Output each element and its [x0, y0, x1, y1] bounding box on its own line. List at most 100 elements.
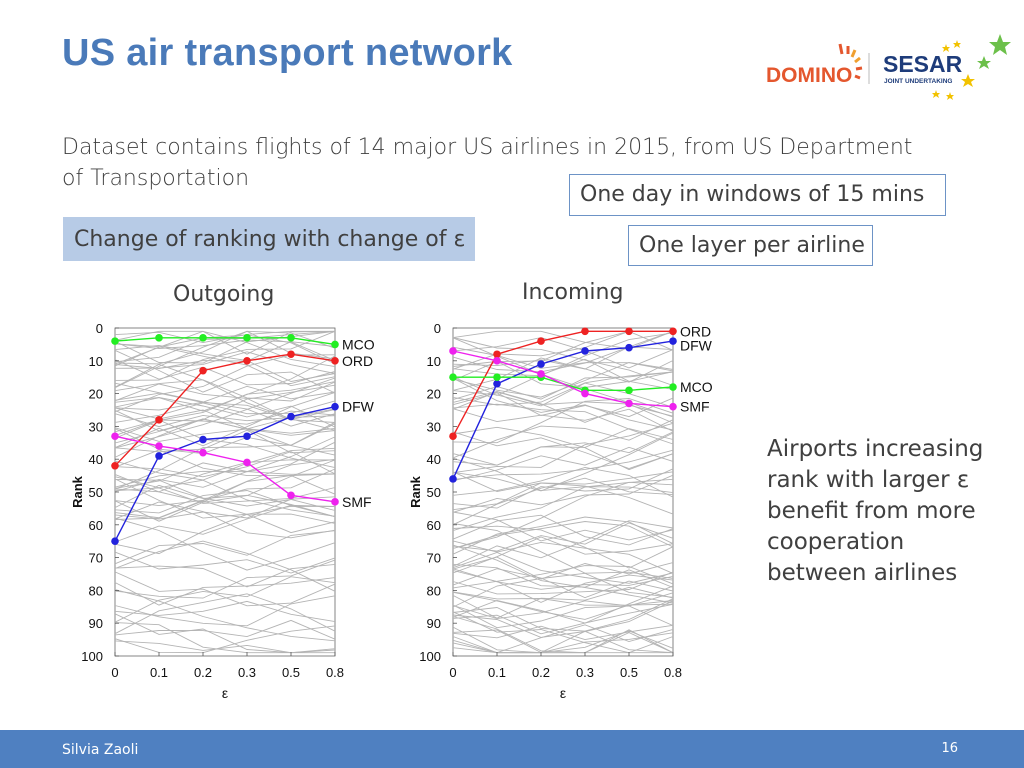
out-point-ord-2 — [199, 366, 207, 375]
in-ytick-label-7: 70 — [427, 551, 441, 566]
note-line-4: cooperation — [767, 529, 905, 555]
out-point-ord-1 — [155, 416, 163, 424]
in-point-smf-3 — [581, 389, 589, 398]
out-ytick-label-4: 40 — [89, 452, 103, 467]
in-point-smf-0 — [449, 347, 457, 355]
out-background-lines — [114, 330, 336, 654]
in-point-ord-2 — [537, 337, 545, 345]
in-point-dfw-1 — [493, 379, 501, 388]
in-point-dfw-5 — [669, 337, 677, 345]
sesar-logo-subtext: JOINT UNDERTAKING — [884, 78, 953, 85]
in-xtick-label-3: 0.3 — [576, 665, 594, 680]
incoming-rank-chart: 0 10 20 30 40 50 60 70 80 90 100 0 0.1 0.2 0.3 0.5 0.8 ε R… — [398, 312, 728, 710]
in-ytick-label-2: 20 — [427, 387, 441, 402]
in-point-ord-1 — [493, 350, 501, 359]
in-series-label-mco: MCO — [680, 379, 713, 395]
in-point-ord-3 — [581, 327, 589, 336]
in-xtick-label-5: 0.8 — [664, 665, 682, 680]
in-point-smf-2 — [537, 370, 545, 378]
in-ytick-label-1: 10 — [427, 354, 441, 369]
out-point-dfw-5 — [331, 402, 339, 411]
outgoing-rank-chart: 0 10 20 30 40 50 60 70 80 90 100 0 0.1 0.2 0.3 0.5 0.8 ε R… — [60, 312, 390, 710]
out-xtick-label-5: 0.8 — [326, 665, 344, 680]
footer-bar: Silvia Zaoli 16 — [0, 730, 1024, 768]
out-ytick-label-10: 100 — [81, 649, 103, 664]
intro-text: Dataset contains flights of 14 major US … — [62, 135, 913, 191]
airline-layer-box: One layer per airline — [628, 225, 873, 266]
in-point-ord-5 — [669, 327, 677, 336]
out-xaxis-label: ε — [222, 685, 228, 701]
in-xtick-label-0: 0 — [449, 665, 456, 680]
in-series-line-smf — [452, 350, 674, 408]
in-point-ord-4 — [625, 327, 633, 336]
out-point-smf-1 — [155, 442, 163, 450]
out-point-ord-5 — [331, 357, 339, 365]
out-ytick-label-0: 0 — [96, 321, 103, 336]
in-ytick-label-6: 60 — [427, 518, 441, 533]
in-series-line-dfw — [452, 340, 674, 480]
in-xaxis-label: ε — [560, 685, 566, 701]
in-xtick-label-1: 0.1 — [488, 665, 506, 680]
out-point-mco-4 — [287, 334, 295, 342]
domino-logo: DOMINO — [766, 43, 870, 87]
in-point-ord-0 — [449, 432, 457, 441]
in-series-label-smf: SMF — [680, 399, 710, 415]
page-number: 16 — [941, 741, 958, 756]
epsilon-ranking-highlight: Change of ranking with change of ε — [63, 217, 475, 261]
in-point-dfw-0 — [449, 475, 457, 483]
out-ytick-label-7: 70 — [89, 551, 103, 566]
sesar-logo-text: SESAR — [883, 51, 963, 77]
slide-title: US air transport network — [62, 32, 513, 74]
out-point-dfw-1 — [155, 452, 163, 460]
out-xtick-label-0: 0 — [111, 665, 118, 680]
in-point-dfw-4 — [625, 343, 633, 352]
in-ytick-label-3: 30 — [427, 419, 441, 434]
out-point-dfw-3 — [243, 432, 251, 441]
in-background-lines — [452, 330, 674, 654]
in-point-dfw-2 — [537, 360, 545, 368]
out-point-smf-5 — [331, 498, 339, 506]
sesar-logo: SESAR JOINT UNDERTAKING — [883, 34, 1011, 100]
out-point-smf-0 — [111, 432, 119, 441]
in-ytick-label-10: 100 — [419, 649, 441, 664]
out-xtick-label-2: 0.2 — [194, 665, 212, 680]
in-point-smf-4 — [625, 399, 633, 408]
in-point-mco-4 — [625, 386, 633, 395]
out-point-mco-5 — [331, 340, 339, 349]
in-point-mco-0 — [449, 373, 457, 381]
in-ytick-label-9: 90 — [427, 616, 441, 631]
in-series-label-dfw: DFW — [680, 337, 713, 353]
out-xtick-label-1: 0.1 — [150, 665, 168, 680]
out-ytick-label-3: 30 — [89, 419, 103, 434]
out-ytick-label-9: 90 — [89, 616, 103, 631]
out-point-dfw-4 — [287, 412, 295, 421]
out-series-line-dfw — [114, 406, 336, 542]
out-point-smf-3 — [243, 458, 251, 467]
out-point-dfw-2 — [199, 435, 207, 444]
in-xtick-label-2: 0.2 — [532, 665, 550, 680]
in-point-mco-5 — [669, 383, 677, 391]
outgoing-chart-title: Outgoing — [173, 282, 275, 307]
out-yaxis-label: Rank — [70, 475, 85, 508]
out-point-mco-1 — [155, 334, 163, 342]
out-xtick-label-3: 0.3 — [238, 665, 256, 680]
out-point-mco-2 — [199, 334, 207, 342]
out-series-line-mco — [114, 337, 336, 346]
out-point-smf-4 — [287, 491, 295, 500]
out-ytick-label-2: 20 — [89, 387, 103, 402]
out-ytick-label-6: 60 — [89, 518, 103, 533]
note-line-5: between airlines — [767, 560, 958, 586]
out-point-dfw-0 — [111, 537, 119, 545]
out-point-ord-4 — [287, 350, 295, 359]
domino-logo-text: DOMINO — [766, 64, 852, 87]
note-line-3: benefit from more — [767, 498, 976, 524]
out-point-mco-3 — [243, 334, 251, 342]
out-point-smf-2 — [199, 448, 207, 457]
in-series-line-ord — [452, 330, 673, 437]
in-ytick-label-8: 80 — [427, 583, 441, 598]
out-series-label-ord: ORD — [342, 353, 373, 369]
in-point-dfw-3 — [581, 347, 589, 355]
in-series-label-ord: ORD — [680, 323, 711, 339]
out-series-label-dfw: DFW — [342, 399, 375, 415]
in-ytick-label-0: 0 — [434, 321, 441, 336]
